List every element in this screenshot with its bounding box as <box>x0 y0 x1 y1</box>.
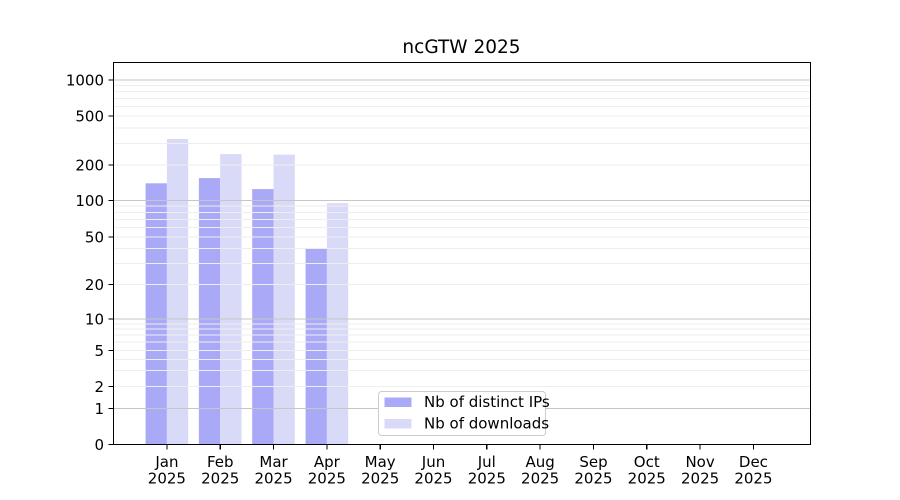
legend-swatch-distinct-ips <box>384 397 412 407</box>
plot-border <box>113 62 811 445</box>
x-tick-label: Jun <box>421 453 445 471</box>
x-tick-year-label: 2025 <box>468 470 506 488</box>
y-tick-label: 2 <box>94 378 104 396</box>
y-tick-label: 10 <box>85 311 104 329</box>
x-tick-year-label: 2025 <box>574 470 612 488</box>
y-tick-label: 1 <box>94 400 104 418</box>
y-tick-label: 1000 <box>66 72 104 90</box>
bar-mar-downloads <box>273 154 295 445</box>
x-tick-year-label: 2025 <box>148 470 186 488</box>
y-tick-label: 200 <box>75 157 104 175</box>
bar-feb-downloads <box>220 154 242 445</box>
bar-jan-distinct-ips <box>145 183 167 445</box>
y-tick-label: 0 <box>94 436 104 454</box>
legend <box>378 391 546 436</box>
x-tick-label: Jan <box>154 453 178 471</box>
x-tick-year-label: 2025 <box>628 470 666 488</box>
bar-mar-distinct-ips <box>252 189 274 445</box>
y-tick-label: 50 <box>85 229 104 247</box>
x-tick-label: May <box>365 453 396 471</box>
x-tick-year-label: 2025 <box>308 470 346 488</box>
x-tick-label: Oct <box>634 453 660 471</box>
x-tick-year-label: 2025 <box>254 470 292 488</box>
x-tick-label: Jul <box>477 453 496 471</box>
legend-label-distinct-ips: Nb of distinct IPs <box>424 393 550 411</box>
x-tick-year-label: 2025 <box>361 470 399 488</box>
x-tick-year-label: 2025 <box>414 470 452 488</box>
x-tick-label: Apr <box>314 453 341 471</box>
y-tick-label: 500 <box>75 108 104 126</box>
bar-apr-distinct-ips <box>305 248 327 445</box>
y-tick-label: 20 <box>85 276 104 294</box>
x-tick-label: Dec <box>739 453 768 471</box>
legend-swatch-downloads <box>384 419 412 429</box>
bar-jan-downloads <box>166 139 189 445</box>
x-tick-year-label: 2025 <box>734 470 772 488</box>
x-tick-label: Nov <box>685 453 714 471</box>
y-tick-label: 100 <box>75 192 104 210</box>
x-tick-label: Mar <box>259 453 288 471</box>
x-tick-year-label: 2025 <box>521 470 559 488</box>
x-tick-label: Aug <box>525 453 554 471</box>
x-tick-year-label: 2025 <box>201 470 239 488</box>
y-tick-label: 5 <box>94 342 104 360</box>
x-tick-label: Feb <box>207 453 234 471</box>
bar-feb-distinct-ips <box>198 178 221 445</box>
x-tick-year-label: 2025 <box>681 470 719 488</box>
x-tick-label: Sep <box>579 453 607 471</box>
chart-title: ncGTW 2025 <box>402 37 521 58</box>
legend-label-downloads: Nb of downloads <box>424 415 549 433</box>
